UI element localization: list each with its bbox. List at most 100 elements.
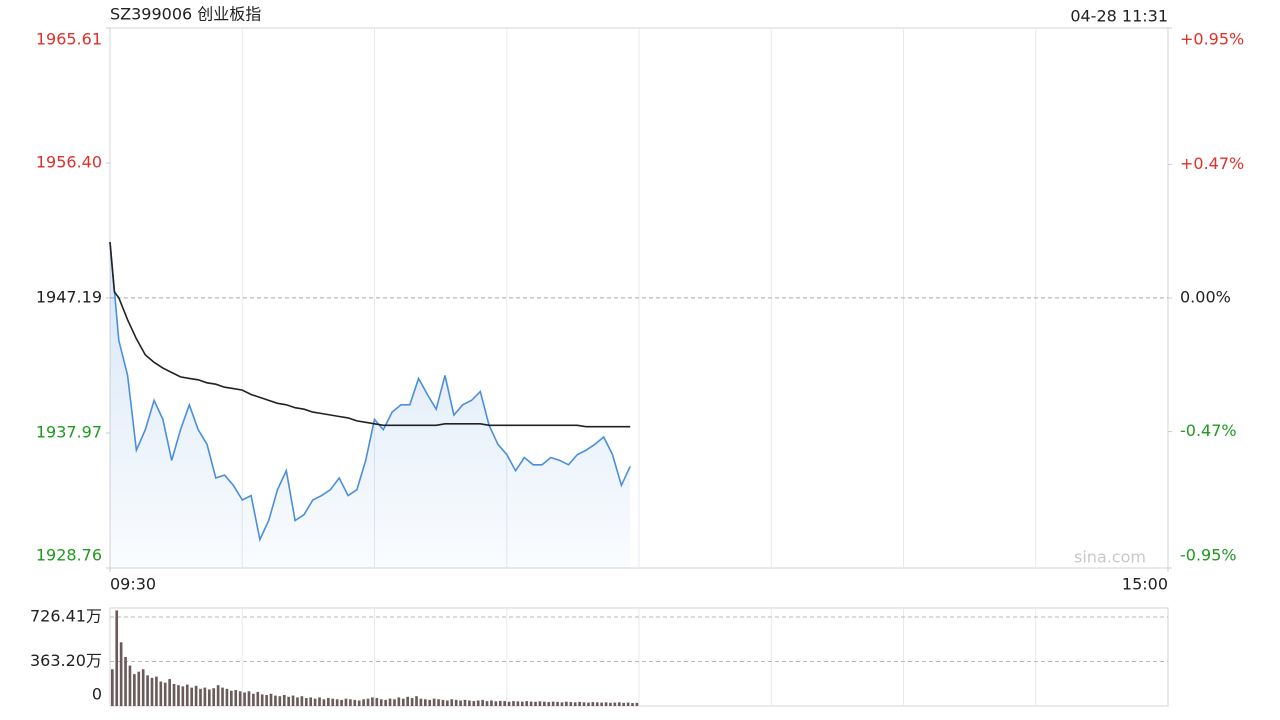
volume-bar [556,701,559,706]
volume-bar [472,701,476,706]
volume-bar [626,702,630,706]
volume-bar [115,610,119,706]
volume-bar [216,685,220,706]
y2-tick-label: +0.47% [1180,154,1244,173]
volume-bar [419,698,423,706]
volume-bar [503,701,506,706]
volume-bar [573,702,577,706]
volume-bar [578,701,581,706]
volume-bar [221,687,224,706]
volume-bar [194,685,198,706]
y-tick-label: 1937.97 [36,423,102,442]
volume-bar [631,703,634,706]
volume-bar [569,702,573,706]
y-tick-label: 1956.40 [36,152,102,171]
volume-bar [498,700,502,706]
volume-bar [423,699,427,706]
x-tick-label: 09:30 [110,575,156,594]
volume-bar [543,701,546,706]
volume-bar [243,692,246,706]
volume-bar [609,702,612,706]
volume-bar [177,685,180,706]
volume-bar [318,697,321,706]
volume-bar [591,702,595,706]
volume-bar [617,702,621,706]
volume-bar [551,701,555,706]
volume-bar [340,699,343,706]
chart-title: SZ399006 创业板指 [110,5,261,24]
y2-tick-label: -0.47% [1180,421,1237,440]
volume-bar [234,690,238,706]
volume-bar [344,698,348,706]
volume-bar [238,691,242,706]
y-tick-label: 363.20万 [30,651,102,670]
volume-bar [185,684,189,706]
volume-bar [565,701,568,706]
volume-bar [274,695,277,706]
volume-bar [119,642,123,706]
volume-bar [371,697,374,706]
y2-tick-label: -0.95% [1180,546,1237,565]
volume-bar [133,674,136,706]
volume-bar [468,700,471,706]
volume-bar [159,681,163,706]
x-tick-label: 15:00 [1122,575,1168,594]
volume-bar [124,657,127,706]
y-tick-label: 0 [92,685,102,704]
volume-bar [604,702,608,706]
vertical-grid [241,28,1037,706]
volume-bar [282,694,286,706]
volume-bar [146,675,149,706]
volume-bar [600,702,603,706]
volume-bar [353,699,357,706]
volume-bar [141,669,145,706]
volume-bar [379,699,383,706]
volume-bar [335,699,339,706]
volume-bar [437,699,440,706]
volume-bar [212,688,216,706]
volume-bar [168,679,171,706]
volume-bar [516,701,520,706]
volume-bar [111,669,114,706]
volume-bar [163,682,167,706]
timestamp: 04-28 11:31 [1070,7,1168,26]
volume-bar [432,698,436,706]
volume-bar [287,696,290,706]
y-tick-label: 726.41万 [30,607,102,626]
volume-bar [300,696,304,706]
volume-bar [309,697,313,706]
volume-bar [635,702,639,706]
volume-bar [291,695,295,706]
volume-bar [181,686,185,706]
y2-tick-label: 0.00% [1180,288,1231,307]
y-tick-label: 1965.61 [36,30,102,49]
volume-bar [485,701,489,706]
volume-bar [525,701,529,706]
volume-bar [476,700,480,706]
volume-bar [428,699,432,706]
volume-bar [155,676,158,706]
volume-bar [304,698,308,706]
y2-tick-label: +0.95% [1180,30,1244,49]
volume-bar [507,701,511,706]
volume-bar [454,699,458,706]
price-area [110,242,631,568]
volume-bar [490,700,493,706]
volume-bar [512,701,515,706]
volume-bar [595,702,599,706]
volume-bar [172,683,176,706]
volume-bar [190,687,193,706]
volume-bar [582,702,586,706]
volume-bar [349,699,352,706]
volume-bar [225,688,229,706]
y-tick-label: 1947.19 [36,287,102,306]
volume-bar [441,699,445,706]
volume-bar [256,691,260,706]
volume-bar [278,696,282,706]
volume-bar [613,702,617,706]
volume-bar [137,671,141,706]
volume-bar [230,690,233,706]
watermark: sina.com [1074,548,1146,567]
volume-bar [587,702,590,706]
volume-bar [265,694,268,706]
